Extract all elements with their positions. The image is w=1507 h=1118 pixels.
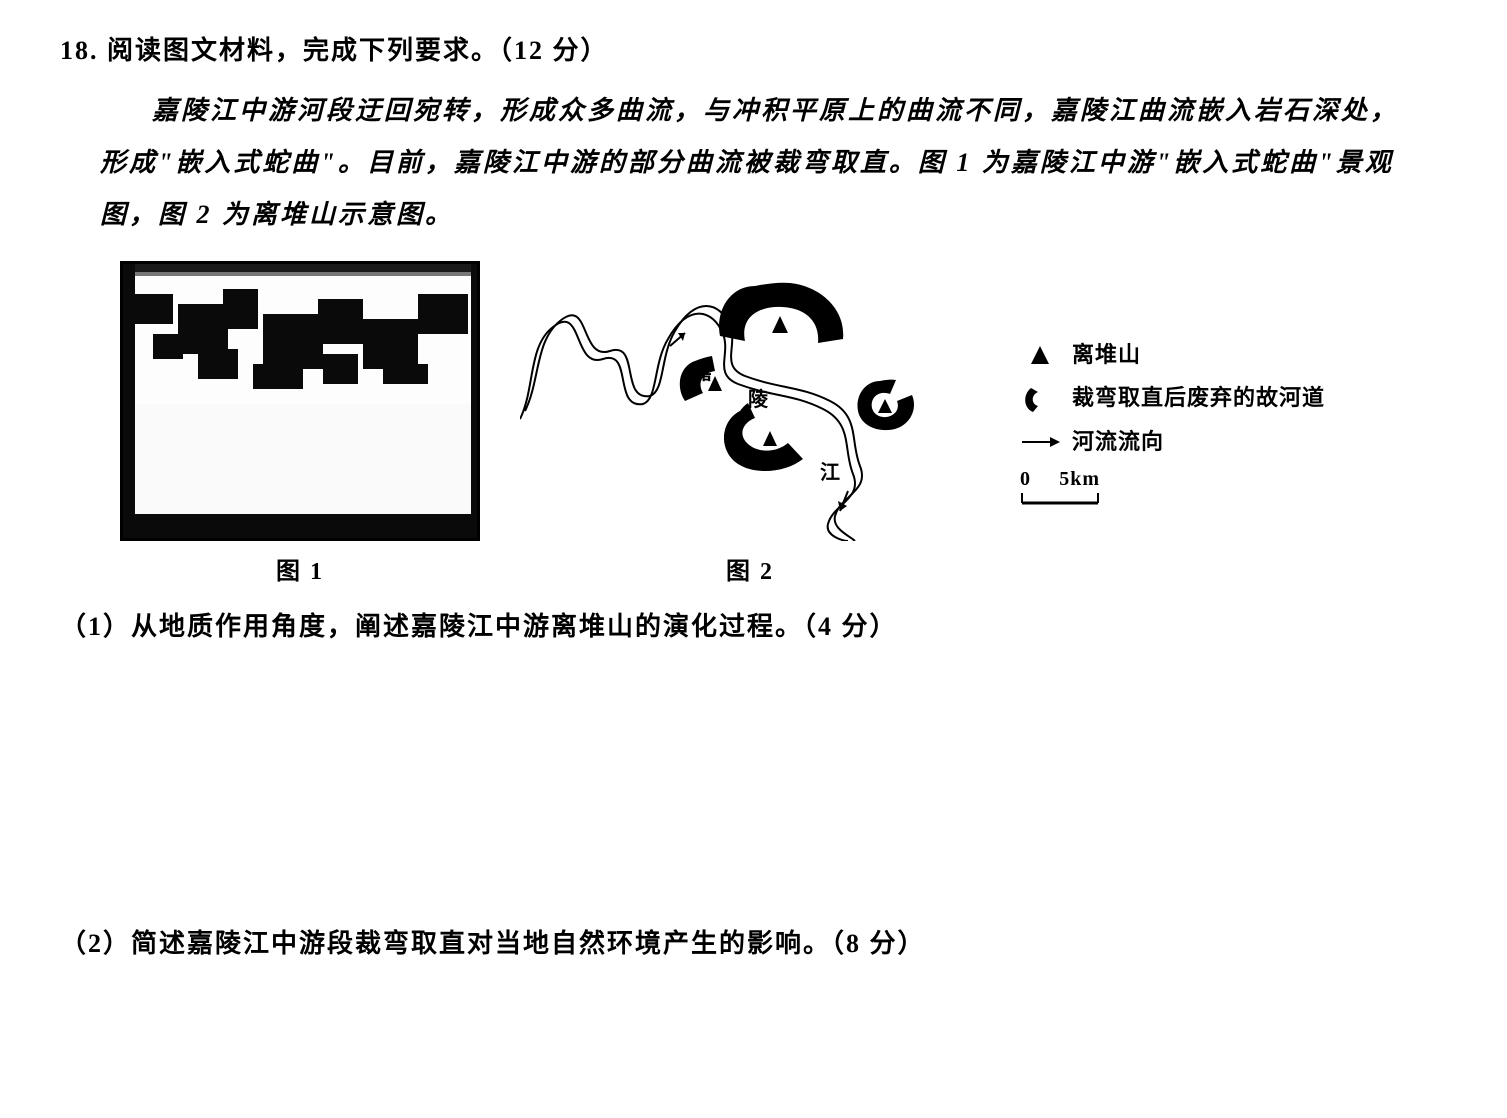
question-title: 阅读图文材料，完成下列要求。（12 分） — [107, 36, 609, 65]
scale-end: 5km — [1059, 468, 1100, 491]
legend-label: 裁弯取直后废弃的故河道 — [1072, 384, 1325, 413]
question-header: 18. 阅读图文材料，完成下列要求。（12 分） — [60, 30, 1447, 67]
legend-item-mountain: 离堆山 — [1020, 341, 1325, 370]
river-label-jiang: 江 — [820, 461, 840, 484]
figure-2-caption: 图 2 — [726, 551, 774, 586]
legend-item-arrow: 河流流向 — [1020, 428, 1325, 457]
legend-label: 河流流向 — [1072, 428, 1164, 457]
triangle-icon — [1020, 344, 1060, 366]
legend-scale: 0 5km — [1020, 468, 1325, 505]
subquestion-2: （2）简述嘉陵江中游段裁弯取直对当地自然环境产生的影响。（8 分） — [60, 923, 1447, 960]
arrow-icon — [1020, 434, 1060, 450]
question-number: 18. — [60, 36, 99, 65]
subquestion-1: （1）从地质作用角度，阐述嘉陵江中游离堆山的演化过程。（4 分） — [60, 606, 1447, 643]
figures-container: 图 1 — [120, 261, 1447, 586]
figure-1: 图 1 — [120, 261, 480, 586]
figure-1-image — [120, 261, 480, 541]
figure-2-image: 嘉 陵 江 — [520, 261, 980, 541]
passage-text: 嘉陵江中游河段迂回宛转，形成众多曲流，与冲积平原上的曲流不同，嘉陵江曲流嵌入岩石… — [100, 85, 1427, 241]
crescent-icon — [1020, 382, 1060, 416]
figure-2: 嘉 陵 江 图 2 — [520, 261, 980, 586]
legend-item-channel: 裁弯取直后废弃的故河道 — [1020, 382, 1325, 416]
river-label-jia: 嘉 — [691, 360, 712, 384]
legend-label: 离堆山 — [1072, 341, 1141, 370]
figure-1-caption: 图 1 — [276, 551, 324, 586]
river-label-ling: 陵 — [748, 388, 769, 411]
legend: 离堆山 裁弯取直后废弃的故河道 河流流向 0 5km — [1020, 341, 1325, 505]
scale-bar-icon — [1020, 491, 1100, 505]
scale-start: 0 — [1020, 468, 1031, 491]
